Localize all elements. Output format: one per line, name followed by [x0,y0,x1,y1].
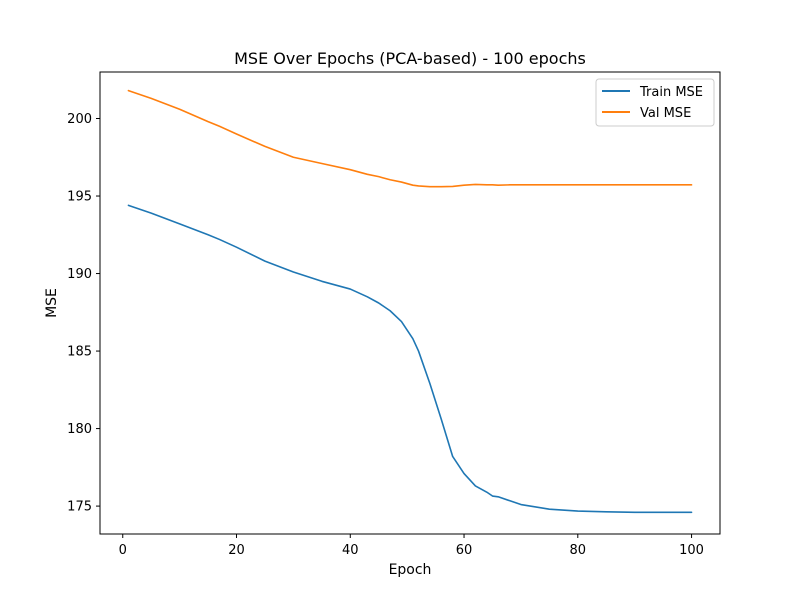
x-axis-label: Epoch [389,562,432,578]
y-tick-label: 200 [67,112,92,127]
x-tick-label: 0 [119,543,127,558]
plot-frame [99,71,721,535]
series-line-val-mse [127,89,693,188]
legend-label-train-mse: Train MSE [639,85,703,100]
x-tick-label: 40 [342,543,359,558]
legend-label-val-mse: Val MSE [640,106,691,121]
y-tick-label: 195 [67,190,92,205]
y-tick-label: 185 [67,345,92,360]
y-tick-label: 190 [67,267,92,282]
y-tick-label: 175 [67,500,92,515]
y-axis-label: MSE [44,288,60,318]
x-tick-label: 20 [228,543,245,558]
chart-title: MSE Over Epochs (PCA-based) - 100 epochs [234,49,586,68]
x-tick-label: 100 [679,543,704,558]
series-layer [127,89,693,514]
y-tick-label: 180 [67,422,92,437]
x-tick-label: 60 [456,543,473,558]
x-ticks: 0 20 40 60 80 100 [119,534,704,558]
y-ticks: 175 180 185 190 195 200 [67,112,100,515]
legend: Train MSE Val MSE [595,78,715,127]
x-tick-label: 80 [570,543,587,558]
series-line-train-mse [127,204,693,514]
